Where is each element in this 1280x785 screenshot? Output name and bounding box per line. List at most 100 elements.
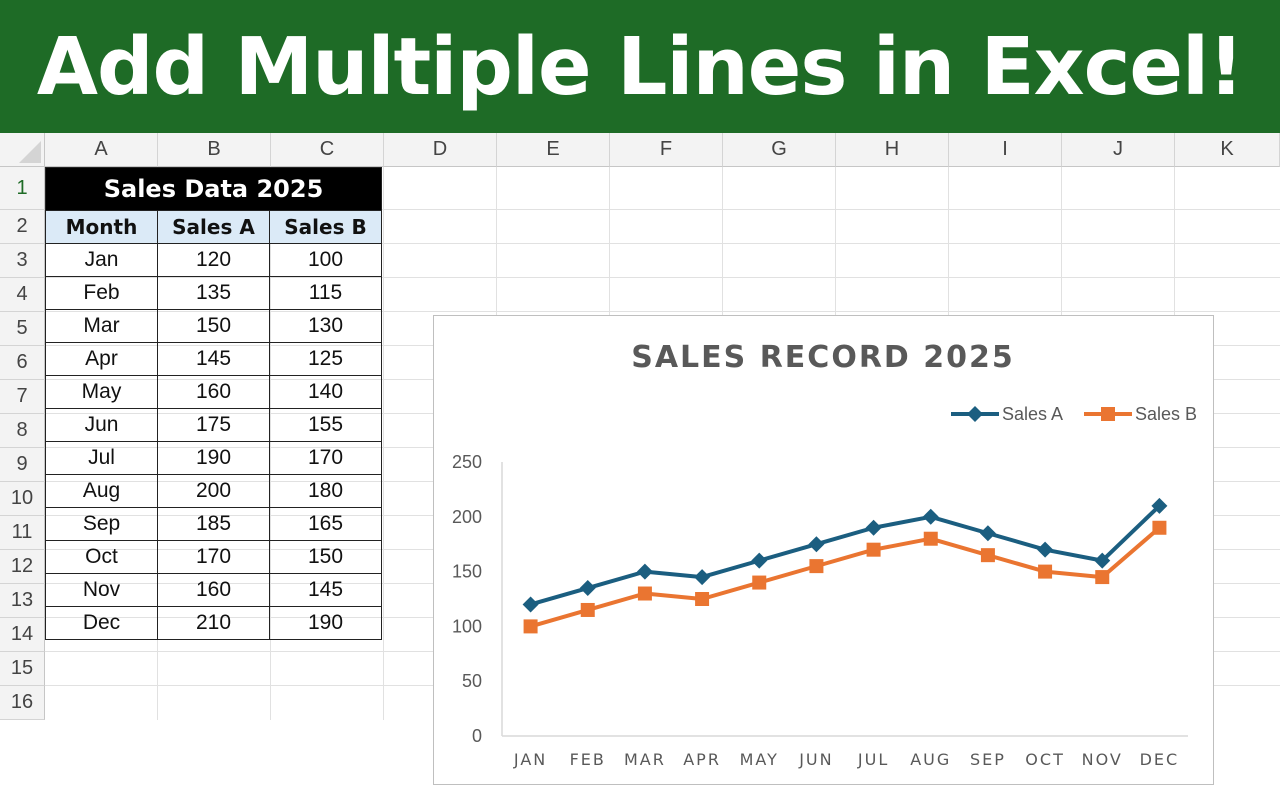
table-row: Nov 160 145 (45, 573, 382, 607)
y-tick-label: 0 (472, 726, 482, 746)
column-header-c[interactable]: C (271, 133, 384, 167)
column-header-a[interactable]: A (45, 133, 158, 167)
data-point-sales-b (695, 592, 710, 606)
sales-a-cell[interactable]: 170 (157, 540, 270, 574)
row-header-15[interactable]: 15 (0, 652, 45, 686)
table-title-cell[interactable]: Sales Data 2025 (45, 167, 382, 211)
month-cell[interactable]: Jul (45, 441, 158, 475)
sales-a-cell[interactable]: 160 (157, 375, 270, 409)
sales-b-cell[interactable]: 100 (269, 243, 382, 277)
month-cell[interactable]: Sep (45, 507, 158, 541)
line-chart[interactable]: SALES RECORD 2025 0 50 100 150 200 250 JAN FEB MA… (433, 315, 1214, 785)
x-tick-label: FEB (570, 750, 606, 769)
sales-b-cell[interactable]: 115 (269, 276, 382, 310)
column-header-f[interactable]: F (610, 133, 723, 167)
chart-canvas: SALES RECORD 2025 0 50 100 150 200 250 JAN FEB MA… (452, 340, 1197, 769)
sales-a-cell[interactable]: 120 (157, 243, 270, 277)
data-point-sales-a (636, 563, 653, 580)
legend-label-sales-a: Sales A (1002, 404, 1063, 424)
row-header-12[interactable]: 12 (0, 550, 45, 584)
y-tick-label: 200 (452, 507, 482, 527)
month-cell[interactable]: Nov (45, 573, 158, 607)
table-row: Jun 175 155 (45, 408, 382, 442)
column-header-j[interactable]: J (1062, 133, 1175, 167)
month-cell[interactable]: Feb (45, 276, 158, 310)
row-header-2[interactable]: 2 (0, 210, 45, 244)
table-row: Oct 170 150 (45, 540, 382, 574)
column-header-h[interactable]: H (836, 133, 949, 167)
sales-a-cell[interactable]: 185 (157, 507, 270, 541)
chart-title: SALES RECORD 2025 (631, 340, 1015, 375)
header-cell-sales-a[interactable]: Sales A (157, 210, 270, 244)
sales-a-cell[interactable]: 210 (157, 606, 270, 640)
row-header-16[interactable]: 16 (0, 686, 45, 720)
month-cell[interactable]: May (45, 375, 158, 409)
row-header-11[interactable]: 11 (0, 516, 45, 550)
month-cell[interactable]: Mar (45, 309, 158, 343)
column-header-g[interactable]: G (723, 133, 836, 167)
month-cell[interactable]: Dec (45, 606, 158, 640)
sales-b-cell[interactable]: 130 (269, 309, 382, 343)
sales-a-cell[interactable]: 200 (157, 474, 270, 508)
table-row: Sep 185 165 (45, 507, 382, 541)
sales-b-cell[interactable]: 165 (269, 507, 382, 541)
data-point-sales-a (579, 580, 596, 597)
sales-a-cell[interactable]: 160 (157, 573, 270, 607)
sales-b-cell[interactable]: 180 (269, 474, 382, 508)
data-point-sales-a (865, 519, 882, 536)
table-row: Aug 200 180 (45, 474, 382, 508)
x-tick-label: NOV (1082, 750, 1123, 769)
sales-a-cell[interactable]: 175 (157, 408, 270, 442)
month-cell[interactable]: Oct (45, 540, 158, 574)
month-cell[interactable]: Jun (45, 408, 158, 442)
sales-a-cell[interactable]: 145 (157, 342, 270, 376)
row-header-4[interactable]: 4 (0, 278, 45, 312)
legend-label-sales-b: Sales B (1135, 404, 1197, 424)
sales-b-cell[interactable]: 140 (269, 375, 382, 409)
row-header-10[interactable]: 10 (0, 482, 45, 516)
column-header-k[interactable]: K (1175, 133, 1280, 167)
sales-b-cell[interactable]: 170 (269, 441, 382, 475)
table-row: Dec 210 190 (45, 606, 382, 640)
month-cell[interactable]: Jan (45, 243, 158, 277)
row-header-6[interactable]: 6 (0, 346, 45, 380)
row-header-3[interactable]: 3 (0, 244, 45, 278)
sales-a-cell[interactable]: 190 (157, 441, 270, 475)
table-row: Mar 150 130 (45, 309, 382, 343)
data-point-sales-b (923, 531, 938, 546)
legend-diamond-icon (967, 406, 983, 422)
select-all-corner[interactable] (0, 133, 45, 167)
sales-b-cell[interactable]: 190 (269, 606, 382, 640)
y-tick-label: 150 (452, 562, 482, 582)
x-tick-label: JAN (513, 750, 547, 769)
sales-b-cell[interactable]: 125 (269, 342, 382, 376)
sales-a-cell[interactable]: 135 (157, 276, 270, 310)
column-header-b[interactable]: B (158, 133, 271, 167)
sales-b-cell[interactable]: 155 (269, 408, 382, 442)
row-header-1[interactable]: 1 (0, 167, 45, 210)
row-header-14[interactable]: 14 (0, 618, 45, 652)
gridline-horizontal (45, 277, 1280, 278)
x-tick-label: AUG (910, 750, 951, 769)
column-header-e[interactable]: E (497, 133, 610, 167)
row-header-8[interactable]: 8 (0, 414, 45, 448)
row-header-7[interactable]: 7 (0, 380, 45, 414)
header-cell-sales-b[interactable]: Sales B (269, 210, 382, 244)
x-tick-label: APR (683, 750, 721, 769)
table-title-row: Sales Data 2025 (45, 167, 382, 211)
sales-b-cell[interactable]: 145 (269, 573, 382, 607)
gridline-horizontal (45, 209, 1280, 210)
gridline-vertical (383, 167, 384, 720)
sales-b-cell[interactable]: 150 (269, 540, 382, 574)
table-row: Apr 145 125 (45, 342, 382, 376)
row-header-9[interactable]: 9 (0, 448, 45, 482)
column-header-i[interactable]: I (949, 133, 1062, 167)
header-cell-month[interactable]: Month (45, 210, 158, 244)
row-header-13[interactable]: 13 (0, 584, 45, 618)
row-header-5[interactable]: 5 (0, 312, 45, 346)
column-header-d[interactable]: D (384, 133, 497, 167)
sales-a-cell[interactable]: 150 (157, 309, 270, 343)
month-cell[interactable]: Apr (45, 342, 158, 376)
month-cell[interactable]: Aug (45, 474, 158, 508)
